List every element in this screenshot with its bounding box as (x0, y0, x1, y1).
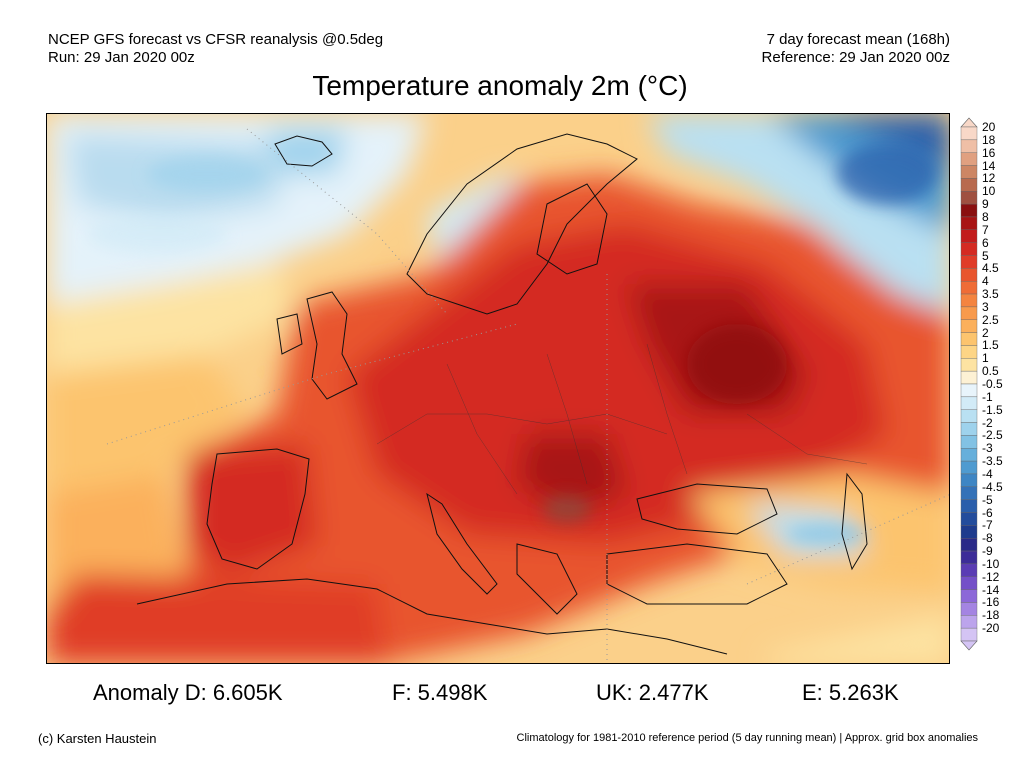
colorbar-label: 18 (982, 132, 996, 147)
colorbar-swatch (960, 409, 978, 423)
colorbar-swatch (960, 293, 978, 308)
colorbar-swatch (960, 358, 978, 372)
colorbar-label: -3.5 (982, 454, 1003, 469)
colorbar-label: 2 (982, 325, 989, 340)
colorbar-swatch (960, 486, 978, 500)
colorbar-label: 2.5 (982, 312, 999, 327)
colorbar-swatch (960, 615, 978, 629)
reference-date: Reference: 29 Jan 2020 00z (761, 49, 950, 66)
colorbar-swatch (960, 319, 978, 333)
colorbar-label: -5 (982, 492, 993, 507)
colorbar-swatch (960, 602, 978, 616)
colorbar-swatch (960, 396, 978, 410)
colorbar-label: -3 (982, 441, 993, 456)
colorbar-swatch (960, 627, 978, 642)
colorbar-label: 7 (982, 222, 989, 237)
colorbar-swatch (960, 178, 978, 192)
colorbar-swatch (960, 203, 978, 218)
colorbar-label: -7 (982, 518, 993, 533)
colorbar-label: -9 (982, 544, 993, 559)
colorbar-label: 8 (982, 209, 989, 224)
colorbar-swatch (960, 422, 978, 436)
colorbar-label: -1.5 (982, 402, 1003, 417)
colorbar-label: 16 (982, 145, 996, 160)
colorbar-swatch (960, 589, 978, 603)
stat-france: F: 5.498K (392, 680, 488, 705)
colorbar-label: 12 (982, 171, 996, 186)
forecast-period: 7 day forecast mean (168h) (766, 31, 950, 48)
colorbar-swatch (960, 332, 978, 346)
colorbar-min-arrow (960, 640, 978, 651)
model-description: NCEP GFS forecast vs CFSR reanalysis @0.… (48, 31, 384, 48)
colorbar-label: 3.5 (982, 287, 999, 302)
colorbar-label: 1.5 (982, 338, 999, 353)
colorbar-swatch (960, 435, 978, 449)
colorbar-label: 9 (982, 197, 989, 212)
colorbar-swatch (960, 576, 978, 590)
header-left: NCEP GFS forecast vs CFSR reanalysis @0.… (48, 31, 383, 67)
colorbar-label: -2.5 (982, 428, 1003, 443)
colorbar-label: -2 (982, 415, 993, 430)
colorbar-label: -20 (982, 621, 1000, 636)
colorbar-label: -12 (982, 569, 1000, 584)
colorbar-swatch (960, 280, 978, 295)
colorbar-label: -16 (982, 595, 1000, 610)
colorbar-swatch (960, 306, 978, 320)
anomaly-map (46, 113, 950, 664)
colorbar-label: 5 (982, 248, 989, 263)
colorbar-swatch (960, 216, 978, 230)
colorbar-swatch (960, 255, 978, 269)
colorbar-label: -1 (982, 389, 993, 404)
colorbar-label: 20 (982, 120, 996, 134)
europe-temperature-map (47, 114, 949, 663)
colorbar-label: 0.5 (982, 364, 999, 379)
colorbar-swatch (960, 139, 978, 153)
colorbar-swatch (960, 499, 978, 513)
colorbar-label: 14 (982, 158, 996, 173)
colorbar-label: -18 (982, 608, 1000, 623)
colorbar-label: 10 (982, 184, 996, 199)
colorbar-label: -4.5 (982, 479, 1003, 494)
colorbar-label: -0.5 (982, 377, 1003, 391)
colorbar-label: 6 (982, 235, 989, 250)
colorbar-swatch (960, 242, 978, 256)
colorbar-swatch (960, 538, 978, 552)
colorbar-swatch (960, 345, 978, 359)
colorbar-label: -8 (982, 531, 993, 546)
colorbar-swatch (960, 370, 978, 385)
header-right: 7 day forecast mean (168h) Reference: 29… (762, 31, 950, 67)
stat-germany: Anomaly D: 6.605K (93, 680, 283, 705)
colorbar-label: 4 (982, 274, 989, 289)
copyright: (c) Karsten Haustein (38, 731, 157, 746)
colorbar-swatches (960, 117, 978, 651)
colorbar-swatch (960, 512, 978, 526)
colorbar-swatch (960, 268, 978, 282)
colorbar-label: -4 (982, 466, 993, 481)
colorbar-label: -6 (982, 505, 993, 520)
colorbar-swatch (960, 152, 978, 166)
stat-uk: UK: 2.477K (596, 680, 709, 705)
colorbar-label: -10 (982, 556, 1000, 571)
colorbar-swatch (960, 191, 978, 205)
colorbar-swatch (960, 563, 978, 577)
colorbar-swatch (960, 473, 978, 488)
map-title: Temperature anomaly 2m (°C) (312, 70, 688, 101)
colorbar-swatch (960, 525, 978, 539)
colorbar-label: -14 (982, 582, 1000, 597)
colorbar-swatch (960, 550, 978, 565)
climatology-note: Climatology for 1981-2010 reference peri… (516, 732, 978, 744)
colorbar-swatch (960, 383, 978, 398)
colorbar-label: 4.5 (982, 261, 999, 276)
colorbar-label: 3 (982, 299, 989, 314)
run-date: Run: 29 Jan 2020 00z (48, 49, 195, 66)
colorbar-swatch (960, 126, 978, 141)
stat-spain: E: 5.263K (802, 680, 899, 705)
colorbar-swatch (960, 448, 978, 462)
colorbar-swatch (960, 229, 978, 243)
colorbar-max-arrow (960, 117, 978, 128)
colorbar-swatch (960, 165, 978, 179)
colorbar-swatch (960, 460, 978, 475)
colorbar-label: 1 (982, 351, 989, 366)
